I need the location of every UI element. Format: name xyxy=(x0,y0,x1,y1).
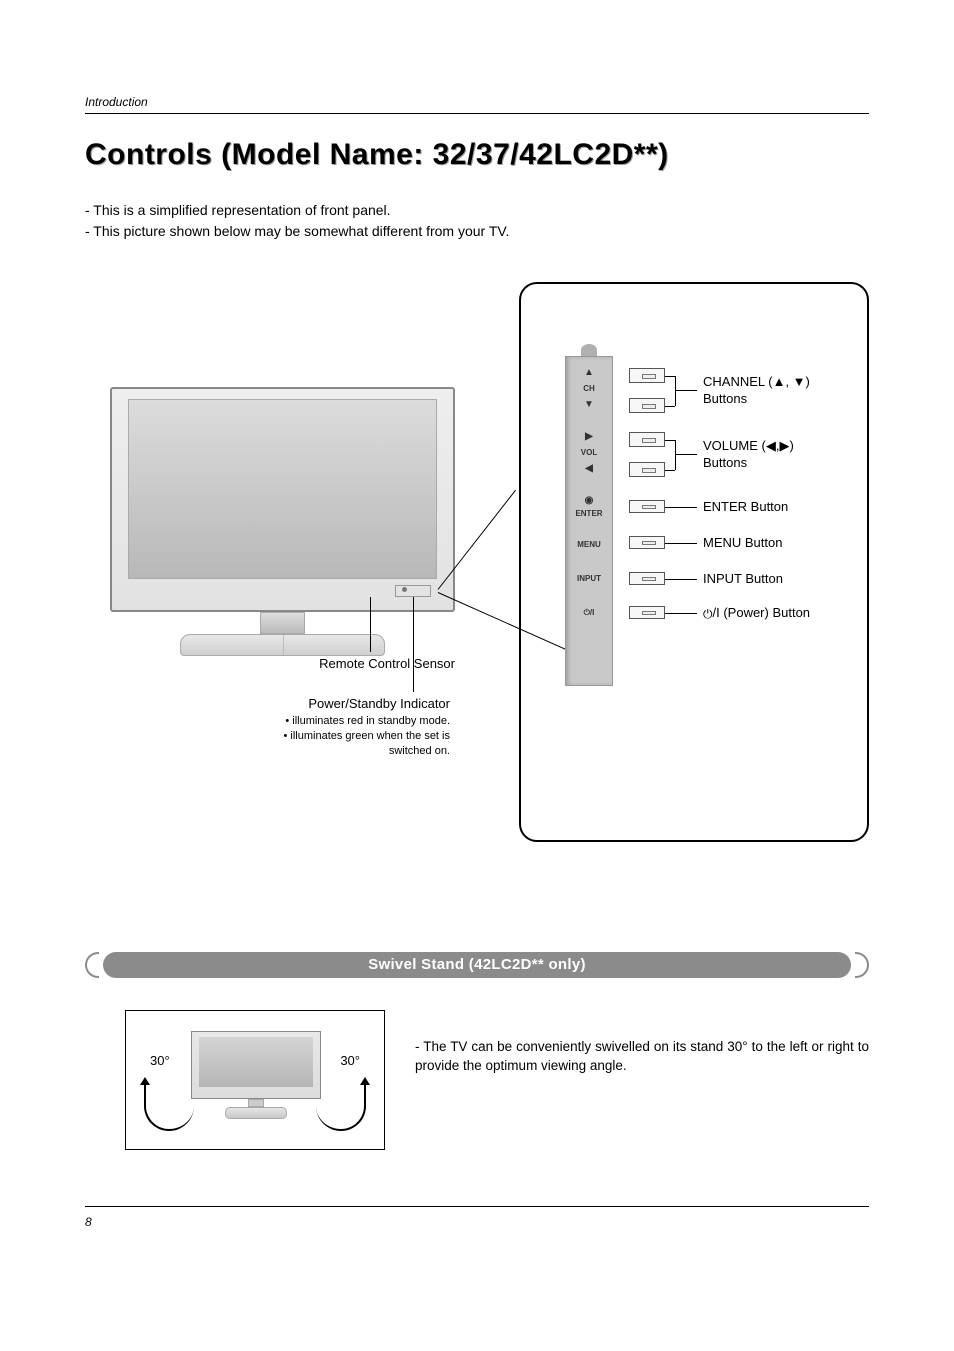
page: Introduction Controls (Model Name: 32/37… xyxy=(0,0,954,1351)
top-rule xyxy=(85,113,869,114)
enter-glyph: ◉ xyxy=(565,496,613,506)
lead-vol-3 xyxy=(665,470,675,471)
label-power: ⏻/I (Power) Button xyxy=(703,605,810,621)
intro-line-2: - This picture shown below may be somewh… xyxy=(85,221,869,242)
btn-ch-down xyxy=(629,398,665,413)
label-menu: MENU Button xyxy=(703,535,782,550)
intro-line-1: - This is a simplified representation of… xyxy=(85,200,869,221)
ch-down-glyph: ▼ xyxy=(565,400,613,410)
indicator-title: Power/Standby Indicator xyxy=(200,696,450,711)
arc-right xyxy=(316,1081,366,1131)
lead-ch-2 xyxy=(675,376,676,406)
lead-menu xyxy=(665,543,697,544)
label-volume-sub: Buttons xyxy=(703,455,747,470)
vol-right-glyph: ▶ xyxy=(565,432,613,442)
indicator-leader xyxy=(413,597,414,692)
swivel-body: 30° 30° - The TV can be conveniently swi… xyxy=(85,1010,869,1150)
sensor-leader xyxy=(370,597,371,652)
footer-rule xyxy=(85,1206,869,1207)
swivel-title-bar: Swivel Stand (42LC2D** only) xyxy=(103,952,851,978)
callout-box: ▲ CH ▼ ▶ VOL ◀ ◉ ENTER MENU INPUT ⏻/I xyxy=(519,282,869,842)
tv-screen xyxy=(128,399,437,579)
page-title: Controls (Model Name: 32/37/42LC2D**) xyxy=(85,138,869,172)
lead-input xyxy=(665,579,697,580)
tv-stand xyxy=(180,634,385,656)
label-volume: VOLUME (◀,▶) xyxy=(703,438,794,454)
swivel-cap-left xyxy=(85,952,99,978)
lead-ch-1 xyxy=(665,376,675,377)
indicator-sub-1: • illuminates red in standby mode. xyxy=(200,714,450,729)
lead-vol-4 xyxy=(675,454,697,455)
swivel-header: Swivel Stand (42LC2D** only) xyxy=(85,952,869,980)
tv-illustration xyxy=(110,387,455,692)
arc-left xyxy=(144,1081,194,1131)
label-enter: ENTER Button xyxy=(703,499,788,514)
swivel-tv xyxy=(191,1031,321,1115)
page-number: 8 xyxy=(85,1215,869,1229)
vol-left-glyph: ◀ xyxy=(565,464,613,474)
ch-up-glyph: ▲ xyxy=(565,368,613,378)
btn-vol-up xyxy=(629,432,665,447)
lead-enter xyxy=(665,507,697,508)
enter-label: ENTER xyxy=(565,509,613,518)
swivel-figure: 30° 30° xyxy=(125,1010,385,1150)
diagram-area: Remote Control Sensor Power/Standby Indi… xyxy=(85,282,869,882)
lead-vol-2 xyxy=(675,440,676,470)
label-input: INPUT Button xyxy=(703,571,783,586)
label-channel: CHANNEL (▲, ▼) xyxy=(703,374,810,389)
lead-ch-3 xyxy=(665,406,675,407)
btn-power xyxy=(629,606,665,619)
vol-label: VOL xyxy=(565,448,613,457)
btn-menu xyxy=(629,536,665,549)
deg-right: 30° xyxy=(340,1053,360,1068)
menu-label: MENU xyxy=(565,540,613,549)
arc-arrow-right xyxy=(360,1077,370,1085)
lead-ch-4 xyxy=(675,390,697,391)
indicator-sub-2: • illuminates green when the set is xyxy=(200,729,450,744)
swivel-cap-right xyxy=(855,952,869,978)
lead-power xyxy=(665,613,697,614)
btn-vol-down xyxy=(629,462,665,477)
sensor-label: Remote Control Sensor xyxy=(215,656,455,671)
tv-neck xyxy=(260,612,305,634)
btn-input xyxy=(629,572,665,585)
power-glyph: ⏻/I xyxy=(565,608,613,618)
label-channel-sub: Buttons xyxy=(703,391,747,406)
input-label: INPUT xyxy=(565,574,613,583)
btn-ch-up xyxy=(629,368,665,383)
indicator-sub-3: switched on. xyxy=(200,744,450,759)
header-section: Introduction xyxy=(85,95,869,109)
deg-left: 30° xyxy=(150,1053,170,1068)
tv-badge xyxy=(395,585,431,597)
swivel-text: - The TV can be conveniently swivelled o… xyxy=(415,1010,869,1076)
lead-vol-1 xyxy=(665,440,675,441)
arc-arrow-left xyxy=(140,1077,150,1085)
ch-label: CH xyxy=(565,384,613,393)
panel-top-curve xyxy=(581,344,597,356)
btn-enter xyxy=(629,500,665,513)
